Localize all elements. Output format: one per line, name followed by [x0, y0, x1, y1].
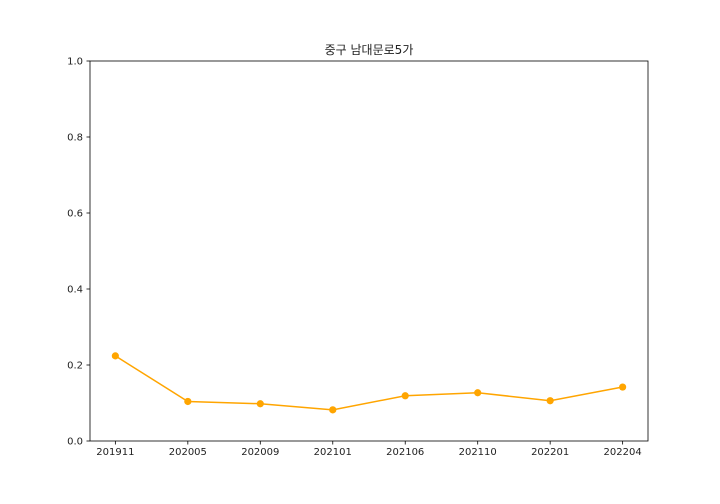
series-layer — [111, 352, 627, 414]
data-point — [329, 406, 337, 414]
plot-area-frame — [89, 60, 649, 442]
y-tick-label: 0.2 — [67, 361, 83, 372]
y-tick-label: 0.8 — [67, 133, 83, 144]
series-line — [114, 355, 623, 411]
y-tick-label: 0.0 — [67, 437, 83, 448]
y-tick-label: 0.6 — [67, 209, 83, 220]
x-tick-label: 202101 — [314, 447, 352, 458]
x-tick-label: 202201 — [531, 447, 569, 458]
y-tick-label: 0.4 — [67, 285, 83, 296]
x-tick-label: 202204 — [604, 447, 642, 458]
y-tick-label: 1.0 — [67, 57, 83, 68]
chart-title: 중구 남대문로5가 — [325, 43, 414, 57]
data-point — [184, 397, 192, 406]
x-tick-label: 202106 — [386, 447, 424, 458]
data-point — [546, 397, 554, 405]
x-tick-label: 202009 — [241, 447, 279, 458]
data-point — [401, 392, 409, 400]
x-axis: 201911 202005 202009 202101 202106 202110 2022… — [96, 441, 642, 458]
data-point — [474, 389, 482, 397]
data-point — [619, 383, 627, 391]
data-point — [111, 352, 119, 360]
data-point — [256, 400, 264, 408]
y-axis: 0.0 0.2 0.4 0.6 0.8 1.0 — [67, 57, 90, 448]
x-tick-label: 201911 — [96, 447, 134, 458]
x-tick-label: 202005 — [169, 447, 207, 458]
x-tick-label: 202110 — [459, 447, 497, 458]
